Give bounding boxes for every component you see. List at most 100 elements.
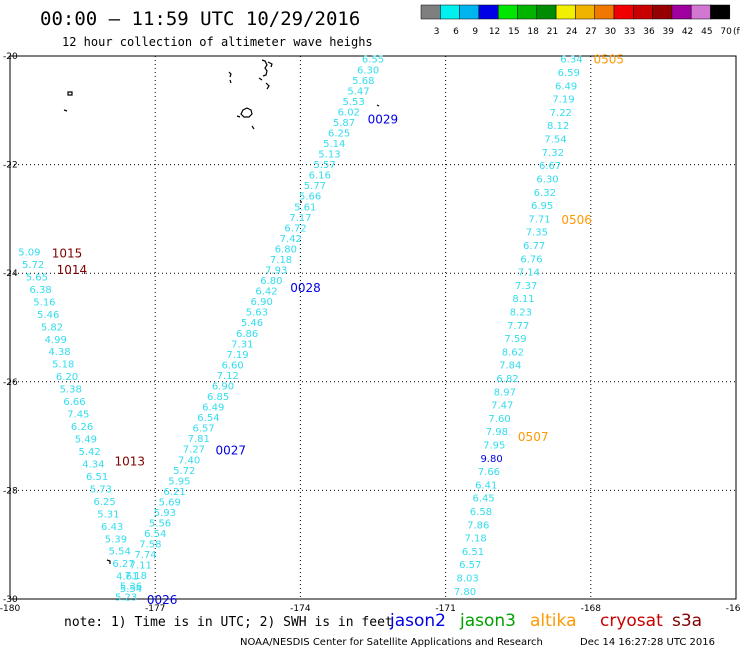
- wave-height-label: 5.14: [323, 139, 345, 150]
- wave-height-label: 6.30: [357, 65, 379, 76]
- wave-height-label: 7.32: [542, 148, 564, 159]
- wave-height-label: 5.09: [18, 247, 40, 258]
- wave-height-label: 6.86: [236, 329, 258, 340]
- colorbar-label: 3: [434, 27, 440, 37]
- colorbar-swatch: [517, 4, 538, 20]
- wave-height-label: 7.93: [265, 266, 287, 277]
- time-label: 0028: [290, 281, 321, 295]
- wave-height-label: 7.95: [483, 441, 505, 452]
- colorbar-label: 9: [472, 27, 478, 37]
- x-tick-label: -168: [581, 604, 602, 614]
- wave-height-label: 6.41: [475, 480, 497, 491]
- chart-title: 00:00 – 11:59 UTC 10/29/2016: [40, 8, 360, 30]
- satellite-legend: jason2 jason3 altika cryosat s3a: [389, 611, 702, 631]
- wave-height-label: 4.34: [82, 459, 104, 470]
- colorbar-unit: (ft): [733, 27, 740, 37]
- wave-height-label: 5.61: [294, 202, 316, 213]
- wave-height-label: 5.36: [120, 582, 142, 593]
- legend-jason3: jason3: [459, 611, 516, 631]
- x-tick-label: -174: [290, 604, 311, 614]
- time-label: 0029: [368, 112, 399, 126]
- wave-height-label: 6.38: [30, 285, 52, 296]
- wave-height-label: 5.49: [75, 435, 97, 446]
- wave-height-label: 7.71: [528, 214, 550, 225]
- wave-height-label: 6.55: [362, 55, 384, 66]
- wave-height-label: 4.61: [116, 572, 138, 583]
- wave-height-label: 8.62: [502, 347, 524, 358]
- y-tick-label: -28: [3, 486, 18, 496]
- wave-height-label: 5.66: [299, 192, 321, 203]
- wave-height-label: 4.99: [45, 335, 67, 346]
- x-tick-label: -180: [0, 604, 20, 614]
- y-tick-label: -26: [3, 378, 18, 388]
- colorbar-swatch: [478, 4, 499, 20]
- wave-height-label: 5.39: [105, 534, 127, 545]
- wave-height-label: 7.18: [464, 534, 486, 545]
- wave-height-label: 6.80: [275, 244, 297, 255]
- colorbar-swatch: [420, 4, 441, 20]
- wave-height-label: 7.35: [526, 228, 548, 239]
- wave-height-label: 5.77: [304, 181, 326, 192]
- wave-height-label: 5.82: [41, 322, 63, 333]
- wave-height-label: 7.18: [270, 255, 292, 266]
- colorbar-swatch: [440, 4, 460, 20]
- wave-height-label: 5.56: [149, 519, 171, 530]
- wave-height-label: 6.57: [192, 424, 214, 435]
- wave-height-label: 6.30: [536, 174, 558, 185]
- wave-height-label: 5.42: [78, 447, 100, 458]
- wave-height-label: 6.34: [560, 55, 582, 66]
- wave-height-label: 6.49: [555, 81, 577, 92]
- wave-height-label: 5.13: [318, 150, 340, 161]
- wave-height-label: 6.49: [202, 403, 224, 414]
- wave-height-label: 6.80: [260, 276, 282, 287]
- wave-height-label: 6.02: [338, 107, 360, 118]
- wave-height-label: 5.53: [343, 97, 365, 108]
- wave-height-label: 8.11: [512, 294, 534, 305]
- wave-height-label: 6.59: [558, 68, 580, 79]
- colorbar-label: 6: [453, 27, 459, 37]
- colorbar-swatch: [671, 4, 692, 20]
- chart-subtitle: 12 hour collection of altimeter wave hei…: [62, 35, 373, 49]
- colorbar-label: 33: [624, 27, 635, 37]
- wave-height-label: 6.54: [144, 529, 166, 540]
- wave-height-label: 6.57: [459, 560, 481, 571]
- wave-height-label: 6.20: [56, 372, 78, 383]
- time-label: 0027: [215, 444, 246, 458]
- time-label: 1013: [114, 455, 145, 469]
- wave-height-label: 6.26: [71, 422, 93, 433]
- colorbar-label: 27: [585, 27, 596, 37]
- wave-height-label: 5.65: [26, 272, 48, 283]
- colorbar-swatch: [652, 4, 673, 20]
- wave-height-label: 6.90: [212, 381, 234, 392]
- wave-height-label: 7.22: [550, 108, 572, 119]
- wave-height-label: 7.77: [507, 321, 529, 332]
- wave-height-label: 7.27: [183, 445, 205, 456]
- wave-height-label: 5.57: [313, 160, 335, 171]
- wave-height-label: 9.80: [480, 454, 502, 465]
- time-label: 0507: [518, 430, 549, 444]
- colorbar-swatch: [575, 4, 595, 20]
- wave-height-label: 6.51: [462, 547, 484, 558]
- legend-jason2: jason2: [389, 611, 446, 631]
- wave-height-label: 7.86: [467, 520, 489, 531]
- wave-height-label: 5.63: [246, 308, 268, 319]
- wave-height-label: 6.72: [284, 223, 306, 234]
- wave-height-label: 6.95: [531, 201, 553, 212]
- wave-height-label: 6.25: [94, 497, 116, 508]
- time-label: 1015: [52, 247, 83, 261]
- colorbar-label: 45: [701, 27, 712, 37]
- wave-height-label: 7.81: [188, 434, 210, 445]
- wave-height-label: 7.54: [544, 135, 566, 146]
- wave-height-label: 7.45: [67, 410, 89, 421]
- wave-height-label: 5.38: [60, 385, 82, 396]
- legend-altika: altika: [530, 611, 577, 631]
- wave-height-label: 6.66: [63, 397, 85, 408]
- wave-height-label: 7.60: [488, 414, 510, 425]
- wave-height-label: 5.87: [333, 118, 355, 129]
- wave-height-label: 8.03: [456, 574, 478, 585]
- colorbar-swatch: [690, 4, 711, 20]
- legend-cryosat: cryosat: [600, 611, 663, 631]
- wave-height-label: 7.19: [226, 350, 248, 361]
- time-label: 1014: [57, 263, 88, 277]
- wave-height-label: 7.59: [504, 334, 526, 345]
